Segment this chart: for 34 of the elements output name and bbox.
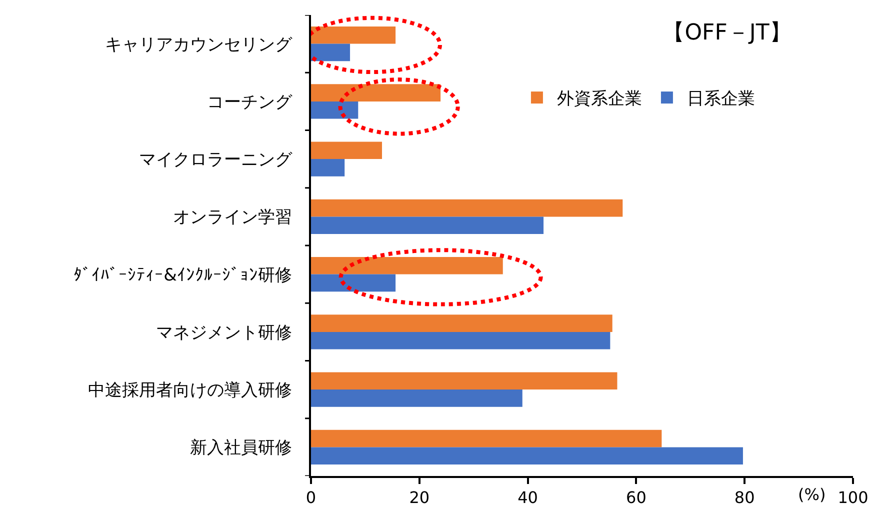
legend-label: 外資系企業: [556, 89, 642, 110]
y-tick-label: オンライン学習: [172, 208, 292, 228]
x-tick-label: 100: [838, 488, 868, 505]
x-tick-label: 80: [734, 488, 755, 505]
y-tick-label: 中途採用者向けの導入研修: [88, 380, 292, 401]
y-tick-label: ﾀﾞｲﾊﾞｰｼﾃｨｰ&ｲﾝｸﾙｰｼﾞｮﾝ研修: [74, 265, 292, 286]
bar: [311, 430, 662, 448]
x-tick-label: 40: [518, 488, 538, 505]
bar: [311, 332, 610, 350]
y-tick-label: コーチング: [206, 92, 293, 112]
bar: [311, 142, 382, 160]
bar: [311, 257, 503, 274]
bar: [311, 372, 618, 390]
x-axis-title: (%): [798, 485, 826, 504]
legend-label: 日系企業: [686, 89, 755, 110]
bar: [311, 390, 522, 407]
bar: [311, 159, 345, 176]
y-tick-label: キャリアカウンセリング: [104, 34, 293, 55]
bar: [311, 314, 612, 332]
bar: [311, 216, 544, 234]
bar: [311, 44, 350, 62]
x-tick-label: 60: [626, 488, 646, 505]
bar: [311, 26, 396, 44]
x-tick-label: 20: [409, 488, 430, 505]
bar: [311, 274, 396, 292]
y-tick-label: 新入社員研修: [190, 438, 292, 458]
bar: [311, 101, 358, 119]
x-tick-label: 0: [306, 488, 316, 505]
chart-title: 【OFF－JT】: [662, 20, 792, 46]
bar: [311, 84, 441, 102]
y-tick-label: マネジメント研修: [156, 322, 292, 343]
bar: [311, 447, 743, 464]
bar: [311, 199, 623, 217]
y-tick-label: マイクロラーニング: [138, 150, 293, 170]
